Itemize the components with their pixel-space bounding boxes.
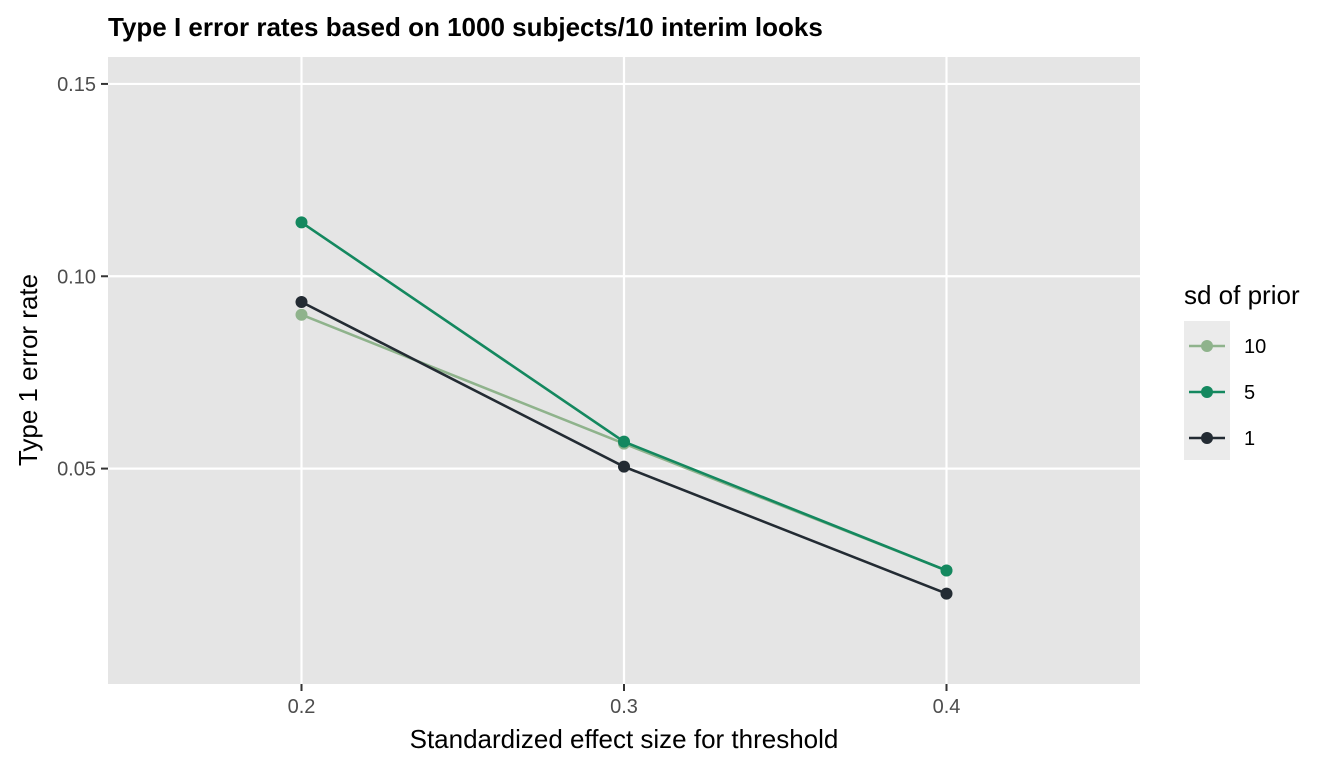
legend-key-point [1201, 340, 1213, 352]
chart-title: Type I error rates based on 1000 subject… [108, 12, 823, 42]
data-point [618, 460, 630, 473]
series-1 [295, 296, 953, 600]
y-tick-label: 0.15 [57, 74, 96, 96]
x-tick-label: 0.3 [610, 696, 638, 718]
x-tick-label: 0.2 [288, 696, 316, 718]
x-tick-label: 0.4 [933, 696, 961, 718]
legend-item-1: 1 [1189, 428, 1255, 450]
legend-item-5: 5 [1189, 382, 1255, 404]
y-tick-label: 0.10 [57, 266, 96, 288]
data-point [295, 296, 308, 309]
plot-area [108, 57, 1140, 684]
legend-title: sd of prior [1184, 280, 1300, 310]
legend-key-point [1201, 386, 1213, 398]
series-5 [295, 216, 953, 577]
y-axis: 0.05 0.10 0.15 [57, 74, 108, 481]
x-axis: 0.2 0.3 0.4 [288, 684, 961, 718]
y-tick-label: 0.05 [57, 459, 96, 481]
data-point [940, 564, 953, 577]
legend-label: 5 [1244, 382, 1255, 404]
legend-key-point [1201, 432, 1213, 444]
data-point [618, 435, 630, 448]
legend-label: 1 [1244, 428, 1255, 450]
data-point [295, 308, 308, 321]
legend-item-10: 10 [1189, 336, 1266, 358]
legend: sd of prior 10 5 1 [1184, 280, 1300, 460]
data-point [940, 587, 953, 600]
y-axis-title: Type 1 error rate [13, 274, 43, 466]
grid-lines [108, 57, 1140, 684]
data-point [295, 216, 308, 229]
series-layer [295, 216, 953, 600]
legend-label: 10 [1244, 336, 1266, 358]
x-axis-title: Standardized effect size for threshold [410, 724, 839, 754]
